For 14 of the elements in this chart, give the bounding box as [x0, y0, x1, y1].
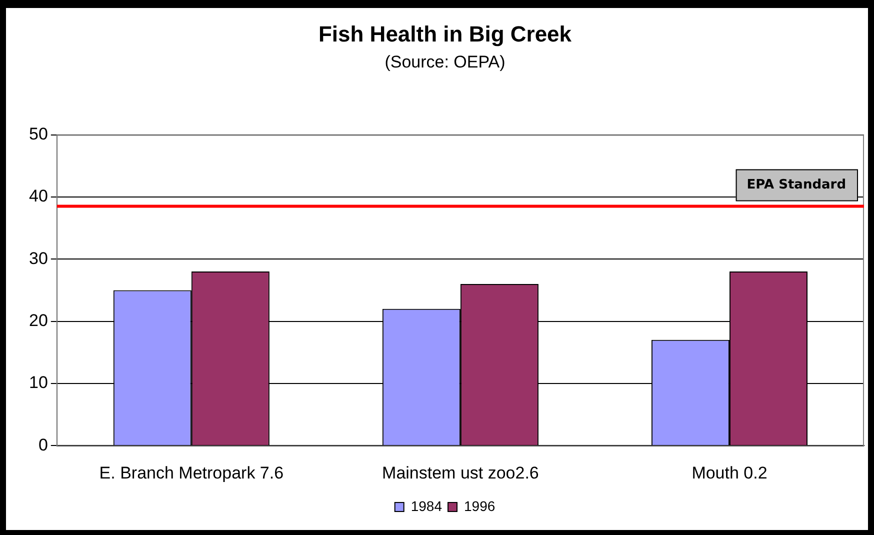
chart-title: Fish Health in Big Creek: [318, 21, 572, 46]
y-tick-label: 50: [28, 124, 48, 144]
x-tick-label: Mainstem ust zoo2.6: [382, 463, 539, 482]
y-tick-label: 0: [38, 435, 48, 454]
y-tick-label: 40: [28, 186, 48, 206]
x-tick-label: Mouth 0.2: [692, 463, 768, 482]
y-tick-label: 10: [28, 373, 48, 392]
ref-line-label: EPA Standard: [746, 178, 846, 193]
chart-subtitle: (Source: OEPA): [384, 52, 506, 72]
legend-label: 1996: [464, 498, 496, 514]
legend-label: 1984: [410, 498, 442, 514]
y-tick-label: 30: [28, 248, 48, 268]
x-tick-label: E. Branch Metropark 7.6: [99, 463, 284, 482]
y-tick-label: 20: [28, 310, 48, 330]
